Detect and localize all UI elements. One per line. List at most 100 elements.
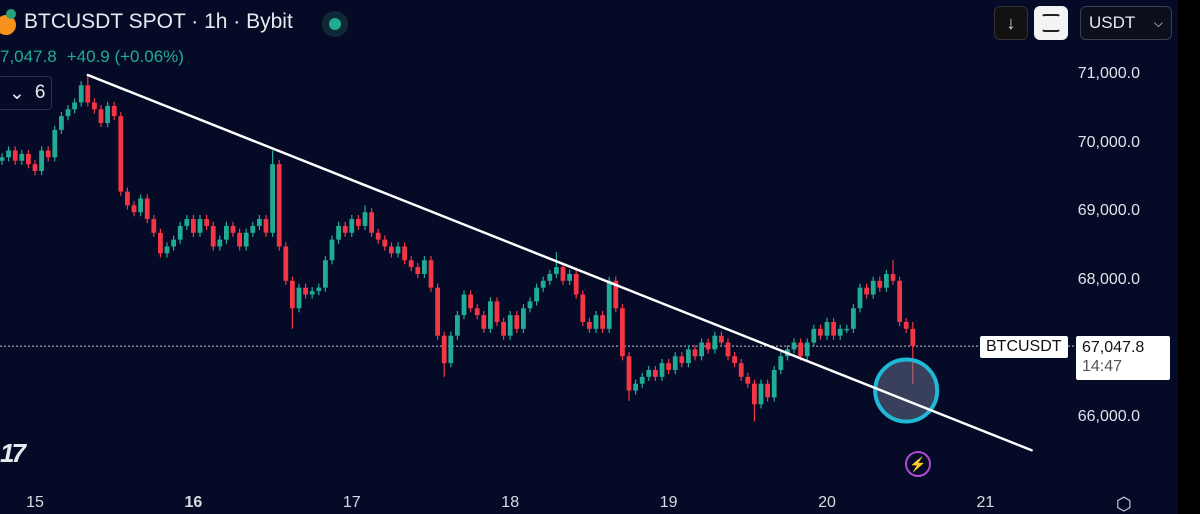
candle-body (547, 273, 553, 281)
candle-body (798, 342, 803, 357)
candle-body (567, 273, 572, 281)
y-tick-label: 68,000.0 (1077, 270, 1140, 288)
currency-select[interactable]: USDT ⌵ (1080, 6, 1172, 40)
currency-value: USDT (1089, 13, 1136, 32)
candle-body (719, 335, 724, 343)
settings-icon[interactable]: ⬡ (1116, 494, 1132, 514)
candle-body (474, 308, 480, 316)
candle-body (26, 153, 31, 165)
candle-body (771, 369, 777, 398)
tradingview-logo[interactable]: 17 (0, 438, 26, 468)
indicators-count: 6 (34, 82, 46, 103)
x-tick-label: 19 (659, 494, 678, 511)
candle-body (890, 273, 896, 281)
candle-body (395, 246, 401, 254)
candle-body (45, 150, 51, 158)
candle-body (468, 294, 473, 309)
candle-body (692, 349, 698, 357)
chevron-down-icon: ⌵ (1153, 15, 1163, 30)
candle-body (804, 342, 810, 357)
candle-body (811, 328, 817, 343)
candle-body (507, 315, 513, 336)
y-tick-label: 69,000.0 (1077, 202, 1140, 220)
candle-body (903, 321, 909, 329)
candle-body (481, 315, 487, 329)
download-button[interactable]: ↓ (994, 6, 1028, 40)
candle-body (65, 109, 71, 117)
candle-body (342, 225, 348, 233)
candle-body (171, 239, 176, 247)
candle-body (560, 267, 566, 281)
arrow-down-icon: ↓ (1006, 12, 1016, 33)
candle-body (210, 225, 216, 247)
price-change: +40.9 (+0.06%) (66, 47, 184, 66)
fit-screen-icon (1041, 14, 1061, 32)
candle-body (382, 239, 388, 247)
candle-body (606, 280, 612, 329)
candle-body (257, 219, 262, 226)
candle-body (778, 356, 784, 370)
candle-body (356, 219, 361, 226)
x-tick-label: 15 (26, 494, 44, 511)
candle-body (488, 301, 493, 329)
chevron-down-icon: ⌄ (9, 82, 25, 104)
candle-body (494, 301, 500, 322)
fit-screen-button[interactable] (1034, 6, 1068, 40)
candle-body (59, 116, 64, 130)
candle-body (184, 219, 190, 226)
current-price-label: 67,047.8 14:47 (1076, 336, 1170, 380)
candle-body (600, 315, 605, 329)
candle-body (540, 280, 546, 288)
candle-body (712, 335, 718, 350)
candle-body (837, 328, 843, 336)
candle-body (824, 321, 830, 336)
candle-body (831, 321, 836, 336)
y-tick-label: 71,000.0 (1077, 65, 1140, 82)
candle-body (191, 219, 196, 233)
x-tick-label: 21 (976, 494, 995, 511)
candle-body (897, 280, 902, 322)
candle-body (514, 315, 520, 329)
y-tick-label: 66,000.0 (1077, 408, 1140, 425)
candle-body (131, 205, 137, 213)
candle-body (758, 383, 764, 405)
candle-body (679, 356, 685, 364)
x-tick-label: 17 (342, 494, 361, 511)
candle-body (428, 260, 434, 288)
candle-body (738, 363, 744, 377)
candle-body (78, 85, 84, 103)
candle-body (705, 342, 711, 350)
candle-body (336, 225, 341, 240)
candle-body (118, 116, 124, 192)
candle-body (243, 232, 249, 247)
candle-body (6, 150, 11, 158)
candle-body (593, 315, 599, 329)
candle-body (151, 219, 157, 233)
candle-body (52, 129, 58, 158)
symbol-title[interactable]: BTCUSDT SPOT · 1h · Bybit (24, 10, 293, 33)
candle-body (686, 349, 691, 364)
bar-countdown: 14:47 (1082, 358, 1123, 375)
indicators-toggle-button[interactable]: ⌄ 6 (0, 76, 52, 110)
candle-body (296, 287, 302, 309)
candle-body (699, 342, 704, 357)
candle-body (765, 383, 770, 398)
candle-body (884, 273, 889, 288)
candle-body (290, 280, 295, 309)
candle-body (422, 260, 427, 274)
candle-body (316, 287, 322, 292)
candle-body (521, 308, 526, 329)
candle-body (587, 321, 592, 329)
candle-body (732, 356, 737, 364)
candle-body (415, 267, 421, 274)
candle-body (230, 225, 236, 233)
candle-body (138, 198, 143, 213)
lightning-icon[interactable]: ⚡ (905, 451, 931, 477)
candle-body (864, 287, 869, 295)
candle-body (0, 157, 5, 161)
candle-body (224, 225, 229, 240)
candle-body (197, 219, 203, 233)
candle-body (12, 150, 18, 161)
